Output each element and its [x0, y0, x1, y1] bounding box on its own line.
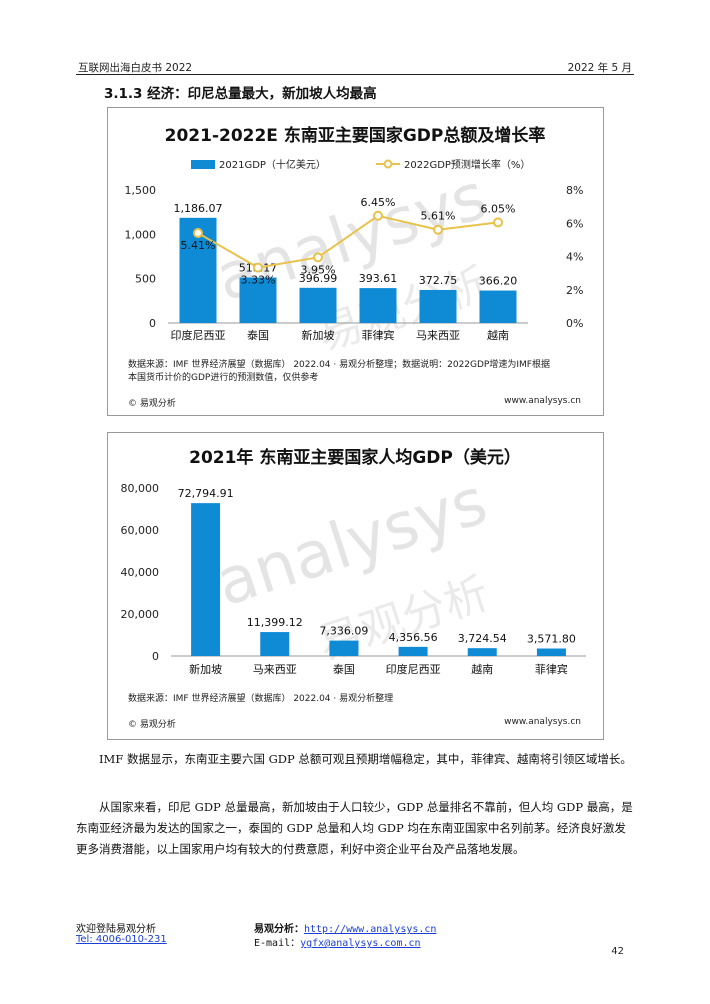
x-tick-label: 越南	[487, 328, 509, 342]
x-tick-label: 菲律宾	[362, 328, 395, 342]
x-tick-label: 新加坡	[189, 662, 222, 676]
header-rule	[76, 74, 634, 75]
figure1-copyright: © 易观分析	[128, 399, 176, 409]
y2-tick-label: 0%	[566, 317, 583, 330]
page-header-date: 2022 年 5 月	[567, 62, 632, 74]
bar-value-label: 366.20	[479, 275, 518, 288]
gdp-per-capita-chart: analysys 易观分析 2021年 东南亚主要国家人均GDP（美元） 0 20…	[121, 447, 586, 676]
growth-value-label: 6.05%	[481, 202, 516, 215]
x-tick-label: 泰国	[247, 328, 269, 342]
x-tick-label: 马来西亚	[253, 663, 297, 676]
page-header-title: 互联网出海白皮书 2022	[78, 62, 193, 74]
gdp-total-figure: analysys 易观分析 2021-2022E 东南亚主要国家GDP总额及增长…	[107, 107, 604, 416]
footer-tel[interactable]: Tel: 4006-010-231	[76, 934, 167, 945]
footer-email-label: E-mail：	[254, 938, 301, 949]
bar-value-label: 393.61	[359, 272, 398, 285]
bar	[479, 290, 517, 323]
bar	[359, 288, 397, 323]
y-tick-label: 1,000	[125, 228, 157, 241]
legend-bar-swatch	[191, 160, 215, 169]
figure1-source-line1: 数据来源：IMF 世界经济展望（数据库） 2022.04 · 易观分析整理；数据…	[128, 360, 550, 370]
paragraph-2: 从国家来看，印尼 GDP 总量最高，新加坡由于人口较少，GDP 总量排名不靠前，…	[76, 800, 633, 856]
bar	[536, 648, 566, 656]
footer-site: 易观分析：http://www.analysys.cn	[254, 920, 436, 935]
gdp-per-capita-figure: analysys 易观分析 2021年 东南亚主要国家人均GDP（美元） 0 20…	[107, 432, 604, 740]
bar-value-label: 4,356.56	[389, 631, 438, 644]
bar	[191, 503, 221, 656]
figure1-url: www.analysys.cn	[504, 396, 581, 406]
y2-tick-label: 4%	[566, 251, 583, 264]
growth-value-label: 3.33%	[241, 274, 276, 287]
x-tick-label: 马来西亚	[416, 329, 460, 342]
growth-point	[373, 210, 383, 221]
y2-tick-label: 2%	[566, 284, 583, 297]
bar	[239, 277, 277, 323]
chart-title: 2021年 东南亚主要国家人均GDP（美元）	[189, 447, 521, 468]
bar-value-label: 3,571.80	[527, 632, 576, 645]
y-tick-label: 0	[149, 317, 156, 330]
y2-tick-label: 8%	[566, 184, 583, 197]
growth-point	[433, 224, 443, 235]
growth-point	[313, 252, 323, 263]
x-tick-label: 菲律宾	[535, 662, 568, 676]
chart-title: 2021-2022E 东南亚主要国家GDP总额及增长率	[165, 125, 546, 146]
growth-point	[253, 262, 263, 273]
bar-value-label: 7,336.09	[319, 625, 368, 638]
growth-value-label: 6.45%	[361, 196, 396, 209]
growth-point	[493, 217, 503, 228]
figure1-source-line2: 本国货币计价的GDP进行的预测数值，仅供参考	[128, 373, 319, 383]
footer-site-label: 易观分析：	[254, 924, 304, 935]
legend-bar-label: 2021GDP（十亿美元）	[219, 158, 326, 171]
section-heading: 3.1.3 经济：印尼总量最大，新加坡人均最高	[104, 86, 377, 102]
growth-value-label: 3.95%	[301, 263, 336, 276]
footer-site-link[interactable]: http://www.analysys.cn	[304, 924, 437, 935]
growth-value-label: 5.61%	[421, 210, 456, 223]
bar-value-label: 11,399.12	[247, 616, 303, 629]
bar-value-label: 72,794.91	[178, 487, 234, 500]
bar-value-label: 372.75	[419, 274, 458, 287]
x-tick-label: 印度尼西亚	[386, 662, 441, 676]
growth-line	[197, 214, 499, 269]
bar-value-label: 1,186.07	[174, 202, 223, 215]
page-number: 42	[611, 946, 624, 957]
y-tick-label: 40,000	[121, 566, 160, 579]
bar	[467, 648, 497, 656]
bar-value-label: 396.99	[299, 272, 338, 285]
gdp-total-chart: analysys 易观分析 2021-2022E 东南亚主要国家GDP总额及增长…	[125, 125, 584, 358]
x-tick-label: 泰国	[333, 662, 355, 676]
footer-email: E-mail：ygfx@analysys.com.cn	[254, 934, 421, 949]
footer-welcome: 欢迎登陆易观分析	[76, 924, 156, 935]
y-tick-label: 500	[135, 273, 156, 286]
y-tick-label: 1,500	[125, 184, 157, 197]
paragraph-1: IMF 数据显示，东南亚主要六国 GDP 总额可观且预期增幅稳定，其中，菲律宾、…	[99, 752, 632, 766]
bar-value-label: 3,724.54	[458, 632, 507, 645]
growth-value-label: 5.41%	[181, 239, 216, 252]
x-tick-label: 新加坡	[302, 328, 335, 342]
watermark: analysys 易观分析	[207, 465, 495, 671]
bar	[299, 287, 337, 323]
y-tick-label: 60,000	[121, 524, 160, 537]
y2-tick-label: 6%	[566, 217, 583, 230]
x-tick-label: 越南	[471, 662, 493, 676]
footer-email-link[interactable]: ygfx@analysys.com.cn	[300, 938, 421, 949]
bar	[419, 289, 457, 323]
bar	[398, 646, 428, 656]
figure2-url: www.analysys.cn	[504, 717, 581, 727]
y-tick-label: 20,000	[121, 608, 160, 621]
legend-line-marker	[383, 159, 393, 169]
bar	[329, 640, 359, 656]
legend-line-label: 2022GDP预测增长率（%）	[404, 158, 530, 171]
x-tick-label: 印度尼西亚	[171, 328, 226, 342]
y-tick-label: 80,000	[121, 482, 160, 495]
figure2-source: 数据来源：IMF 世界经济展望（数据库） 2022.04 · 易观分析整理	[128, 694, 394, 704]
y-tick-label: 0	[152, 650, 159, 663]
bar	[260, 632, 290, 656]
growth-point	[193, 228, 203, 239]
footer-tel-link[interactable]: Tel: 4006-010-231	[76, 934, 167, 945]
figure2-copyright: © 易观分析	[128, 720, 176, 730]
